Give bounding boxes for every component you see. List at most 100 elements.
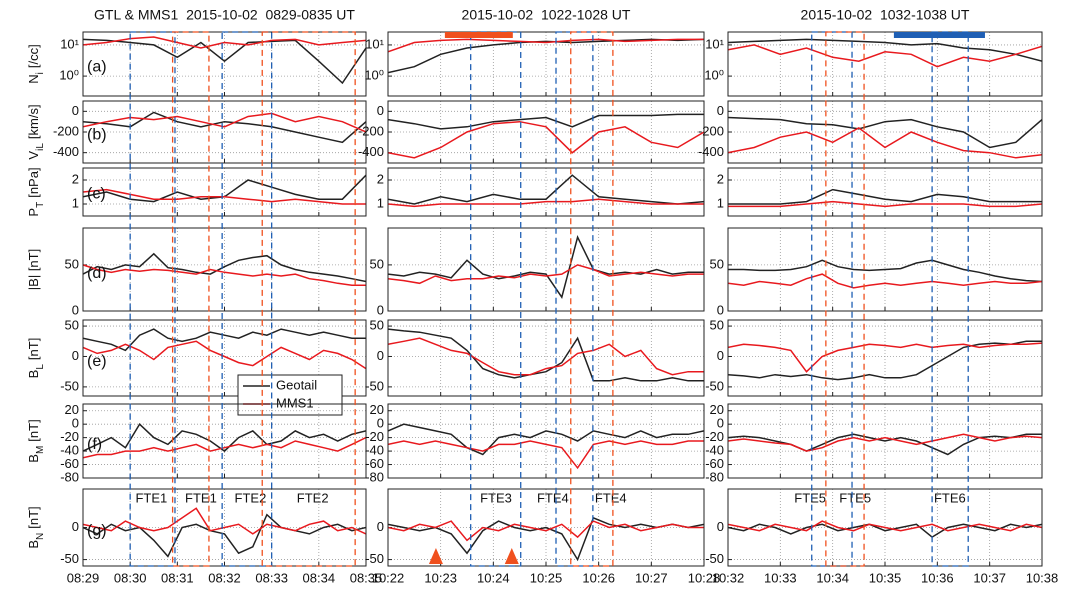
series-line	[388, 337, 704, 376]
panel-frame	[387, 403, 705, 479]
legend-box	[237, 374, 343, 416]
x-tick-label: 10:24	[477, 570, 510, 585]
y-tick-label: 10⁰	[704, 68, 724, 83]
y-label-sub: L	[35, 364, 46, 370]
series-line	[388, 120, 704, 159]
y-tick-label: -50	[705, 551, 724, 566]
panel-frame	[727, 403, 1043, 479]
legend-label: MMS1	[276, 395, 314, 410]
y-label-unit: [nT]	[26, 506, 41, 528]
panel-frame	[82, 227, 367, 312]
y-label-main: B	[26, 454, 41, 463]
y-tick-label: 0	[717, 302, 724, 317]
interval-bar	[444, 32, 513, 38]
series-line	[83, 174, 366, 203]
y-tick-label: 0	[377, 348, 384, 363]
y-tick-label: 50	[710, 256, 724, 271]
series-line	[388, 264, 704, 285]
panel-frame	[727, 31, 1043, 97]
series-line	[388, 516, 704, 562]
y-tick-label: 0	[72, 348, 79, 363]
x-tick-label: 10:23	[424, 570, 457, 585]
x-tick-label: 10:38	[1026, 570, 1059, 585]
y-tick-label: 0	[717, 519, 724, 534]
y-tick-label: -50	[60, 551, 79, 566]
y-label-sub: i	[35, 72, 46, 74]
panel-label: (a)	[87, 58, 107, 75]
fte-interval	[570, 31, 614, 567]
y-tick-label: 10¹	[705, 36, 724, 51]
x-tick-label: 08:31	[161, 570, 194, 585]
series-line	[83, 436, 366, 459]
y-label-main: N	[26, 74, 41, 83]
y-tick-label: -40	[705, 443, 724, 458]
y-tick-label: 20	[370, 402, 384, 417]
y-axis-label: ViL [km/s]	[26, 104, 46, 159]
y-label-unit: [/cc]	[26, 44, 41, 68]
panel-frame	[387, 319, 705, 397]
annotation: FTE4	[537, 490, 569, 505]
series-line	[728, 116, 1042, 149]
fte-interval	[811, 31, 853, 567]
y-label-main: B	[26, 370, 41, 379]
series-line	[388, 440, 704, 470]
x-tick-label: 08:29	[67, 570, 100, 585]
chart-title: 2015-10-02 1022-1028 UT	[462, 7, 631, 23]
y-tick-label: 2	[72, 171, 79, 186]
y-tick-label: 50	[370, 256, 384, 271]
interval-bar	[893, 32, 985, 38]
series-line	[83, 264, 366, 286]
y-tick-label: 50	[65, 318, 79, 333]
annotation: FTE1	[185, 490, 217, 505]
panel-frame	[727, 488, 1043, 567]
legend: Geotail MMS1	[237, 374, 343, 416]
panel-frame	[82, 167, 367, 217]
y-tick-label: -60	[705, 456, 724, 471]
annotation: FTE1	[135, 490, 167, 505]
series-line	[388, 38, 704, 53]
y-tick-label: -40	[60, 443, 79, 458]
y-tick-label: -50	[365, 551, 384, 566]
annotation: FTE2	[297, 490, 329, 505]
panel-frame	[387, 100, 705, 164]
annotation: FTE6	[934, 490, 966, 505]
series-line	[388, 328, 704, 382]
x-tick-label: 10:37	[973, 570, 1006, 585]
y-label-unit: [nT]	[26, 338, 41, 360]
x-tick-label: 10:35	[869, 570, 902, 585]
y-label-sub: T	[35, 202, 46, 208]
series-line	[83, 340, 366, 370]
panel-frame	[82, 319, 367, 397]
y-tick-label: 0	[377, 519, 384, 534]
annotation: FTE5	[794, 490, 826, 505]
series-line	[728, 259, 1042, 283]
y-tick-label: -20	[705, 429, 724, 444]
series-line	[728, 433, 1042, 452]
y-tick-label: -200	[698, 123, 724, 138]
y-label-main: V	[26, 151, 41, 160]
y-tick-label: 0	[72, 519, 79, 534]
y-tick-label: -20	[365, 429, 384, 444]
series-line	[728, 200, 1042, 208]
marker-triangle	[428, 548, 443, 564]
y-axis-label: BM [nT]	[26, 419, 46, 462]
y-tick-label: 20	[65, 402, 79, 417]
x-tick-label: 10:25	[530, 570, 563, 585]
panel-frame	[82, 403, 367, 479]
y-tick-label: 0	[72, 103, 79, 118]
panel-frame	[727, 227, 1043, 312]
panel-frame	[82, 100, 367, 164]
panel-label: (b)	[87, 126, 107, 143]
y-tick-label: 0	[717, 348, 724, 363]
panel-frame	[387, 31, 705, 97]
y-tick-label: -200	[53, 123, 79, 138]
panel-frame	[727, 319, 1043, 397]
x-tick-label: 08:30	[114, 570, 147, 585]
fte-interval	[555, 31, 594, 567]
y-axis-label: Ni [/cc]	[26, 44, 46, 83]
y-axis-label: |B| [nT]	[26, 249, 41, 290]
series-line	[728, 520, 1042, 532]
y-tick-label: 50	[370, 318, 384, 333]
y-axis-label: BL [nT]	[26, 338, 46, 379]
